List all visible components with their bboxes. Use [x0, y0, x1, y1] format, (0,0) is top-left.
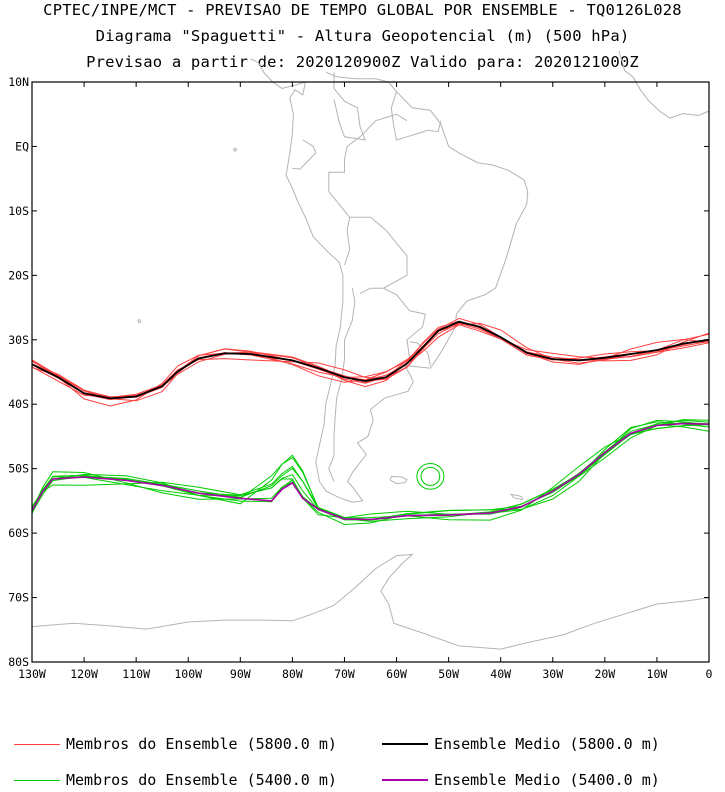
country-border	[333, 72, 367, 141]
lon-tick-label: 30W	[542, 667, 563, 681]
map-frame	[31, 81, 710, 663]
lat-tick-label: 30S	[8, 333, 29, 347]
legend-label: Membros do Ensemble (5400.0 m)	[66, 771, 337, 789]
member-5400-line	[31, 419, 710, 521]
member-5400-line	[31, 423, 710, 520]
member-5400-line	[31, 422, 710, 526]
country-border	[328, 288, 356, 482]
member-5400-line	[31, 423, 710, 519]
legend-swatch-green	[14, 779, 60, 781]
coastline-falklands	[389, 475, 408, 485]
contour-layer	[31, 317, 710, 526]
lat-tick-label: 40S	[8, 397, 29, 411]
mean-5400-line	[31, 422, 710, 521]
title-line-3: Previsao a partir de: 2020120900Z Valido…	[86, 53, 639, 71]
legend: Membros do Ensemble (5800.0 m) Ensemble …	[0, 730, 725, 792]
member-5400-line	[31, 421, 710, 521]
legend-label: Membros do Ensemble (5800.0 m)	[66, 735, 337, 753]
lon-tick-label: 0	[706, 667, 713, 681]
legend-label: Ensemble Medio (5400.0 m)	[434, 771, 660, 789]
lat-tick-label: 70S	[8, 591, 29, 605]
coastlines	[31, 50, 710, 650]
lon-tick-label: 110W	[122, 667, 150, 681]
coastline-antarctica	[31, 553, 710, 650]
country-border	[328, 113, 408, 266]
title-line-2: Diagrama "Spaguetti" - Altura Geopotenci…	[95, 27, 630, 45]
member-5400-line	[31, 424, 710, 521]
lat-tick-label: 20S	[8, 268, 29, 282]
legend-label: Ensemble Medio (5800.0 m)	[434, 735, 660, 753]
country-border	[383, 287, 426, 360]
lat-tick-label: EQ	[15, 139, 29, 153]
lon-tick-label: 40W	[490, 667, 511, 681]
member-5800-line	[31, 322, 710, 398]
member-5800-line	[31, 321, 710, 399]
country-border	[292, 139, 317, 170]
legend-item-mean-5400: Ensemble Medio (5400.0 m)	[382, 770, 660, 790]
member-5400-line	[31, 419, 710, 521]
lat-tick-label: 10N	[8, 75, 29, 89]
coastline-central-america	[250, 58, 306, 89]
title-line-1: CPTEC/INPE/MCT - PREVISAO DE TEMPO GLOBA…	[43, 1, 682, 19]
lat-tick-label: 50S	[8, 462, 29, 476]
legend-item-members-5400: Membros do Ensemble (5400.0 m)	[14, 770, 337, 790]
member-5400-line	[31, 419, 710, 521]
member-5400-closed-low	[420, 466, 441, 486]
lon-tick-label: 80W	[282, 667, 303, 681]
country-border	[390, 91, 442, 141]
legend-swatch-purple	[382, 779, 428, 781]
member-5800-line	[31, 322, 710, 407]
country-border	[349, 216, 408, 294]
member-5800-line	[31, 324, 710, 402]
coastline-south-america	[285, 71, 529, 503]
lon-tick-label: 70W	[334, 667, 355, 681]
legend-item-mean-5800: Ensemble Medio (5800.0 m)	[382, 734, 660, 754]
mean-5800-line	[31, 320, 710, 400]
island	[233, 147, 237, 152]
legend-item-members-5800: Membros do Ensemble (5800.0 m)	[14, 734, 337, 754]
lon-tick-label: 50W	[438, 667, 459, 681]
coastline-africa	[618, 50, 710, 119]
member-5400-closed-low	[416, 463, 445, 490]
lon-tick-label: 90W	[230, 667, 251, 681]
lon-tick-label: 130W	[18, 667, 46, 681]
lon-tick-label: 60W	[386, 667, 407, 681]
member-5400-line	[31, 423, 710, 522]
lat-tick-label: 60S	[8, 526, 29, 540]
lat-tick-label: 10S	[8, 204, 29, 218]
coastline-south-georgia	[509, 493, 524, 501]
lon-tick-label: 120W	[70, 667, 98, 681]
member-5800-line	[31, 322, 710, 401]
lon-tick-label: 100W	[174, 667, 202, 681]
lon-tick-label: 10W	[647, 667, 668, 681]
member-5800-line	[31, 321, 710, 400]
lon-tick-label: 20W	[594, 667, 615, 681]
island	[137, 319, 142, 323]
lat-tick-label: 80S	[8, 655, 29, 669]
legend-swatch-red	[14, 743, 60, 745]
legend-swatch-black	[382, 743, 428, 745]
